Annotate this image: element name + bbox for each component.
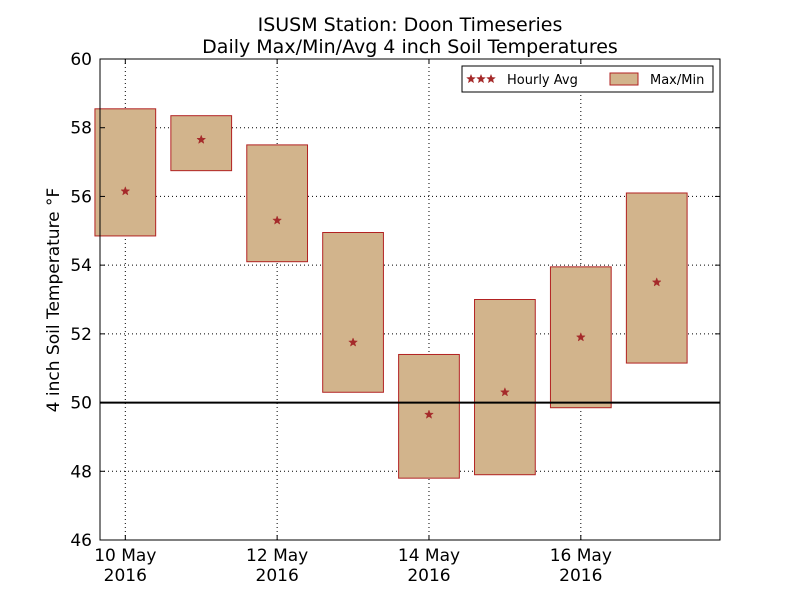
plot-frame [99,58,721,541]
hourly-avg-markers [120,134,662,419]
legend-frame [461,65,714,93]
legend-star [466,73,476,84]
y-tick-label: 46 [70,531,92,551]
max-min-boxes [94,108,688,479]
y-tick-label: 48 [70,462,92,482]
legend-star [486,73,496,84]
x-tick-label-day: 10 May [94,546,156,566]
y-axis-label: 4 inch Soil Temperature °F [44,188,64,413]
legend: Hourly Avg Max/Min [461,65,714,93]
legend-max-min-swatch [609,72,639,86]
legend-hourly-avg-label: Hourly Avg [507,73,578,88]
hourly-avg-star [196,134,207,144]
chart-title-line-1: ISUSM Station: Doon Timeseries [258,14,563,36]
y-axis-ticks: 46 48 50 52 54 56 58 60 [70,50,720,551]
hourly-avg-star [348,337,359,347]
y-tick-label: 52 [70,325,92,345]
y-tick-label: 56 [70,187,92,207]
chart-title-line-2: Daily Max/Min/Avg 4 inch Soil Temperatur… [202,36,618,58]
legend-star [476,73,486,84]
x-tick-label-day: 12 May [246,546,308,566]
hourly-avg-star [272,215,283,225]
x-tick-label-day: 14 May [398,546,460,566]
legend-max-min-label: Max/Min [650,73,704,88]
y-tick-label: 54 [70,256,92,276]
y-tick-label: 58 [70,119,92,139]
hourly-avg-star [575,332,586,342]
x-tick-label-year: 2016 [104,566,147,586]
x-tick-label-year: 2016 [559,566,602,586]
x-tick-label-day: 16 May [550,546,612,566]
x-tick-label-year: 2016 [407,566,450,586]
max-min-box [170,115,233,172]
hourly-avg-star [651,277,662,287]
y-tick-label: 50 [70,394,92,414]
x-tick-label-year: 2016 [256,566,299,586]
hourly-avg-star [499,387,510,397]
max-min-box [246,144,309,263]
max-min-box [322,232,384,393]
hourly-avg-star [120,186,131,196]
hourly-avg-star [424,409,434,419]
max-min-box [94,108,157,237]
legend-hourly-avg-marker [466,73,496,84]
y-tick-label: 60 [70,50,92,70]
